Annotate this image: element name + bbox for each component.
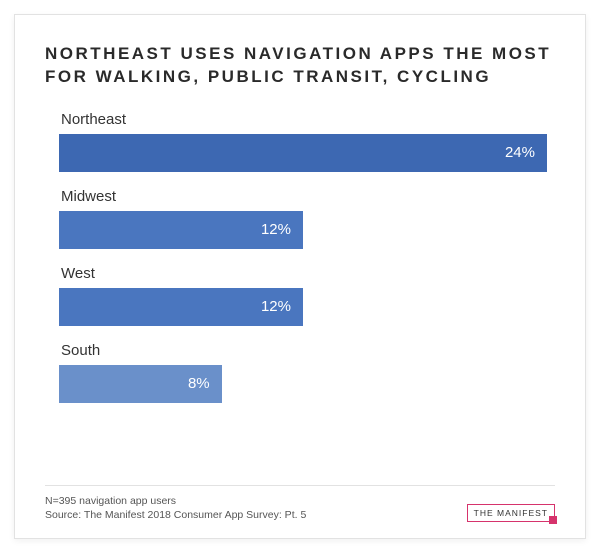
chart-row: Midwest 12% xyxy=(59,188,547,249)
category-label: Northeast xyxy=(59,111,547,128)
footer-notes: N=395 navigation app users Source: The M… xyxy=(45,494,306,522)
category-label: West xyxy=(59,265,547,282)
note-source: Source: The Manifest 2018 Consumer App S… xyxy=(45,508,306,522)
bar-track: 12% xyxy=(59,211,547,249)
bar-track: 24% xyxy=(59,134,547,172)
chart-card: NORTHEAST USES NAVIGATION APPS THE MOST … xyxy=(14,14,586,539)
bar: 12% xyxy=(59,211,303,249)
chart-row: Northeast 24% xyxy=(59,111,547,172)
bar-value: 8% xyxy=(188,375,210,392)
bar-track: 12% xyxy=(59,288,547,326)
category-label: Midwest xyxy=(59,188,547,205)
bar: 24% xyxy=(59,134,547,172)
note-sample: N=395 navigation app users xyxy=(45,494,306,508)
chart-title: NORTHEAST USES NAVIGATION APPS THE MOST … xyxy=(45,43,555,89)
category-label: South xyxy=(59,342,547,359)
chart-row: West 12% xyxy=(59,265,547,326)
bar-value: 12% xyxy=(261,298,291,315)
bar: 12% xyxy=(59,288,303,326)
bar-value: 12% xyxy=(261,221,291,238)
manifest-logo: THE MANIFEST xyxy=(467,504,555,522)
bar-track: 8% xyxy=(59,365,547,403)
bar-value: 24% xyxy=(505,144,535,161)
bar: 8% xyxy=(59,365,222,403)
chart-footer: N=395 navigation app users Source: The M… xyxy=(45,485,555,522)
chart-row: South 8% xyxy=(59,342,547,403)
logo-text: THE MANIFEST xyxy=(474,508,548,518)
bar-chart: Northeast 24% Midwest 12% West 12% South 8% xyxy=(45,111,555,403)
